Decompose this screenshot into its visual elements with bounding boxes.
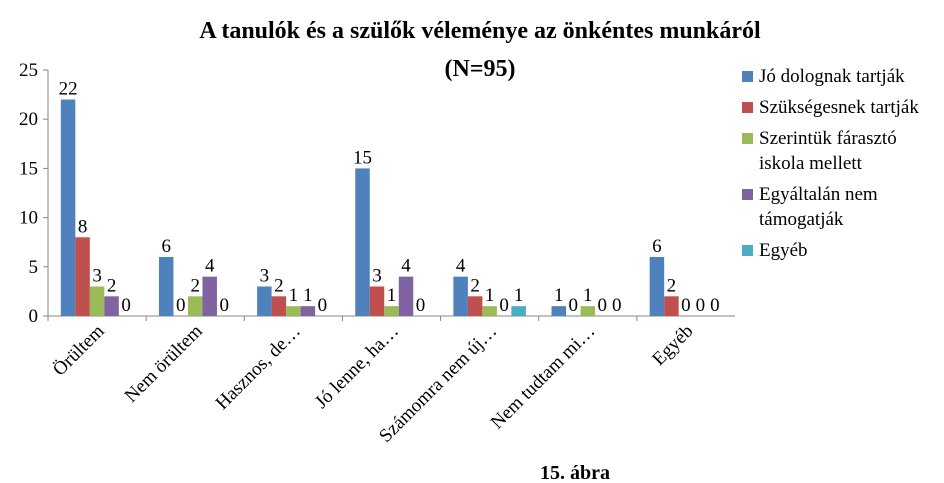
data-label: 15 [353,147,372,168]
legend-item: Jó dolognak tartják [742,64,942,89]
data-label: 1 [303,285,313,306]
data-label: 1 [514,285,524,306]
bar [187,296,203,316]
bar [511,306,526,316]
bar [580,306,596,316]
bar [60,99,76,317]
y-tick-label: 15 [19,158,38,179]
data-label: 0 [681,295,691,316]
legend-swatch [742,189,753,200]
data-label: 4 [401,256,411,277]
y-tick-label: 10 [19,208,38,229]
data-label: 6 [652,236,662,257]
data-label: 0 [121,295,131,316]
bar [369,286,385,316]
bar [286,306,301,316]
x-tick-label: Jó lenne, ha… [311,321,403,413]
legend-label: Szerintük fárasztó iskola mellett [759,128,897,174]
bar [398,276,414,316]
data-label: 2 [107,275,117,296]
bar [453,276,468,316]
data-label: 0 [219,295,229,316]
bar [300,306,316,316]
data-label: 2 [274,275,284,296]
x-tick-label: Hasznos, de… [212,321,305,414]
data-label: 2 [667,275,677,296]
data-label: 3 [372,265,382,286]
legend-label: Egyéb [759,240,808,261]
y-tick-label: 0 [29,306,39,327]
x-tick-label: Nem tudtam mi… [487,321,600,434]
legend-item: Szükségesnek tartják [742,95,942,120]
bar [202,276,217,316]
bar [482,306,497,316]
legend-swatch [742,102,753,113]
data-label: 0 [499,295,509,316]
data-label: 4 [456,256,466,277]
data-label: 0 [318,295,328,316]
legend-swatch [742,133,753,144]
bar [664,296,679,316]
bar [271,296,287,316]
data-label: 1 [485,285,495,306]
data-label: 0 [598,295,608,316]
bar [257,286,272,316]
data-label: 22 [59,79,78,100]
y-tick-label: 5 [29,257,39,278]
data-label: 0 [710,295,720,316]
data-label: 1 [554,285,564,306]
data-label: 8 [78,216,88,237]
data-label: 0 [612,295,622,316]
data-label: 1 [583,285,593,306]
data-label: 3 [92,265,102,286]
x-tick-label: Egyéb [648,321,697,370]
bar [355,168,370,316]
bar [89,286,105,316]
data-label: 1 [289,285,299,306]
legend-item: Szerintük fárasztó iskola mellett [742,126,942,176]
legend: Jó dolognak tartják Szükségesnek tartják S… [742,64,942,269]
data-label: 2 [190,275,200,296]
bar [551,306,567,316]
data-label: 0 [416,295,426,316]
data-label: 2 [470,275,480,296]
legend-item: Egyáltalán nem támogatják [742,182,942,232]
legend-swatch [742,245,753,256]
legend-item: Egyéb [742,238,942,263]
data-label: 0 [569,295,579,316]
data-label: 6 [161,236,171,257]
y-tick-label: 20 [19,109,38,130]
bar [75,237,90,316]
bar [467,296,483,316]
data-label: 1 [387,285,397,306]
chart-title: A tanulók és a szülők véleménye az önkén… [199,18,761,82]
data-label: 3 [260,265,270,286]
x-tick-label: Örültem [49,321,109,381]
legend-swatch [742,71,753,82]
y-tick-label: 25 [19,60,38,81]
legend-label: Egyáltalán nem támogatják [759,184,878,230]
bar [649,256,665,316]
legend-label: Szükségesnek tartják [759,97,919,118]
bar [104,296,119,316]
data-label: 0 [696,295,706,316]
data-label: 0 [176,295,186,316]
data-label: 4 [205,256,215,277]
x-tick-label: Nem örültem [121,321,207,407]
bar [158,256,174,316]
legend-label: Jó dolognak tartják [759,66,905,87]
bar [384,306,399,316]
caption: 15. ábra [540,462,610,483]
